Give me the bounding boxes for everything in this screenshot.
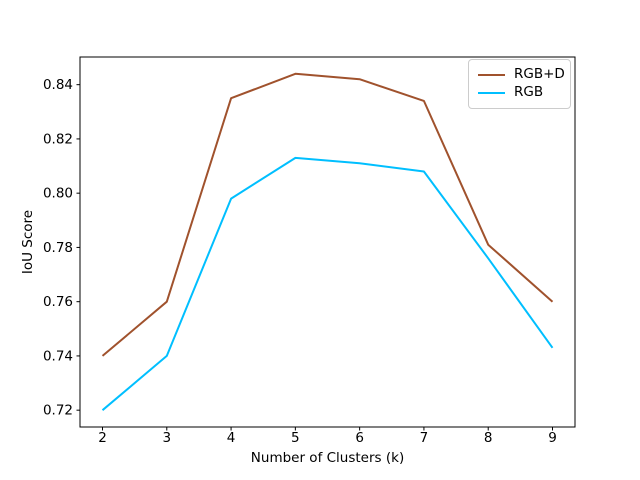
legend-entry-rgb: RGB (478, 86, 561, 100)
x-tick-label: 9 (548, 430, 557, 446)
y-tick-label: 0.74 (43, 348, 73, 364)
x-tick-label: 2 (98, 430, 107, 446)
legend-line-sample-rgbd (478, 74, 505, 77)
series-line-rgb (101, 156, 554, 411)
y-tick-label: 0.76 (43, 294, 73, 310)
x-tick-label: 3 (162, 430, 171, 446)
y-tick-label: 0.72 (43, 403, 73, 419)
series-line-rgb-d (101, 72, 554, 357)
legend-line-sample-rgb (478, 91, 505, 94)
x-axis-label: Number of Clusters (k) (250, 450, 405, 466)
x-tick-label: 7 (420, 430, 429, 446)
x-tick-label: 5 (291, 430, 300, 446)
legend: RGB+D RGB (468, 59, 571, 109)
x-tick-label: 8 (484, 430, 493, 446)
y-tick-label: 0.84 (43, 77, 73, 93)
x-tick-label: 4 (227, 430, 236, 446)
y-tick-label: 0.82 (43, 131, 73, 147)
y-tick-label: 0.78 (43, 240, 73, 256)
axes-spines (79, 56, 576, 428)
legend-entry-rgbd: RGB+D (478, 68, 565, 82)
legend-label-rgbd: RGB+D (514, 66, 565, 83)
x-tick-label: 6 (355, 430, 364, 446)
y-axis-label: IoU Score (20, 209, 36, 275)
legend-label-rgb: RGB (514, 84, 544, 101)
y-tick-label: 0.80 (43, 186, 73, 202)
